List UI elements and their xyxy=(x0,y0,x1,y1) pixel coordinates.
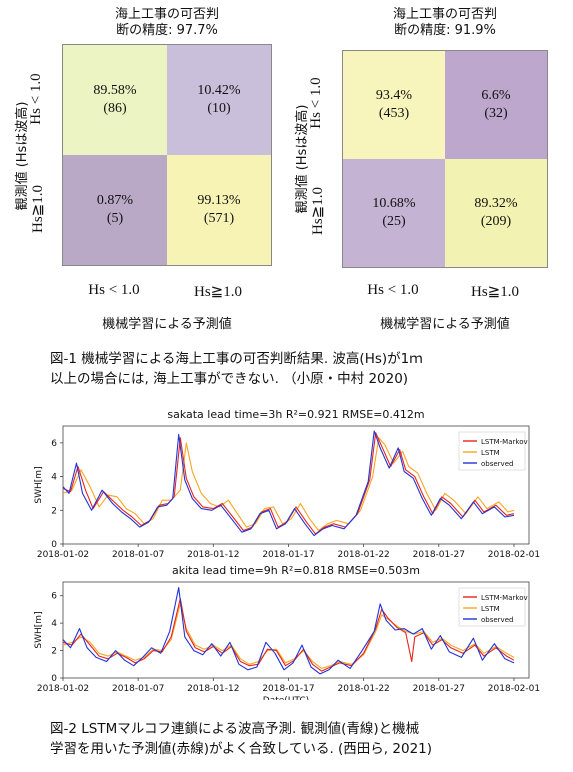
cm2-ylabel: 観測値 (Hsは波高) xyxy=(295,104,310,214)
cm1-cell-00: 89.58% (86) xyxy=(63,45,167,155)
cm1-cell-00-count: (86) xyxy=(103,101,127,116)
cm1-row-label-0: Hs < 1.0 xyxy=(28,73,44,125)
x-tick-label: 2018-01-22 xyxy=(337,550,389,560)
cm2-cell-10-count: (25) xyxy=(382,214,406,229)
x-axis-label: Date(UTC) xyxy=(263,696,309,700)
cm2-title: 海上工事の可否判 断の精度: 91.9% xyxy=(342,7,548,39)
cm1-cell-01-count: (10) xyxy=(207,101,231,116)
y-tick-label: 2 xyxy=(51,647,57,657)
cm1-col-label-1: Hs≧1.0 xyxy=(194,284,242,300)
cm1-title-line1: 海上工事の可否判 xyxy=(114,7,219,22)
cm2-col-label-1: Hs≧1.0 xyxy=(471,284,519,300)
line-chart-0: sakata lead time=3h R²=0.921 RMSE=0.412m… xyxy=(34,408,540,560)
cm2-cell-01-count: (32) xyxy=(484,106,508,121)
cm1-col-label-0: Hs < 1.0 xyxy=(88,282,140,298)
y-axis-label: SWH[m] xyxy=(34,611,44,648)
x-tick-label: 2018-01-12 xyxy=(187,550,239,560)
x-tick-label: 2018-01-17 xyxy=(262,684,314,694)
cm2-grid: 93.4% (453) 6.6% (32) 10.68% (25) 89.32%… xyxy=(342,50,548,268)
cm2-cell-00-count: (453) xyxy=(378,106,410,121)
legend-label: observed xyxy=(481,616,513,624)
cm1-ylabel: 観測値 (Hsは波高) xyxy=(15,101,30,211)
cm1-cell-11-pct: 99.13% xyxy=(197,193,241,208)
series-line-observed xyxy=(62,586,515,675)
legend-label: LSTM xyxy=(481,449,500,457)
cm2-cell-11-count: (209) xyxy=(480,214,512,229)
x-tick-label: 2018-01-12 xyxy=(187,684,239,694)
fig1-caption-line1: 図-1 機械学習による海上工事の可否判断結果. 波高(Hs)が1ｍ xyxy=(50,351,423,367)
legend-label: LSTM-Markov xyxy=(481,438,528,446)
series-line-observed xyxy=(62,430,515,537)
cm2-row-label-1: Hs≧1.0 xyxy=(310,187,326,235)
cm1-cell-01-pct: 10.42% xyxy=(197,83,241,98)
x-tick-label: 2018-01-22 xyxy=(337,684,389,694)
legend-label: observed xyxy=(481,460,513,468)
x-tick-label: 2018-02-01 xyxy=(488,684,540,694)
chart-title: akita lead time=9h R²=0.818 RMSE=0.503m xyxy=(172,564,420,577)
y-tick-label: 4 xyxy=(51,619,57,629)
fig2-caption: 図-2 LSTMマルコフ連鎖による波高予測. 観測値(青線)と機械 学習を用いた… xyxy=(50,719,570,759)
line-chart-1: akita lead time=9h R²=0.818 RMSE=0.503m 0… xyxy=(34,564,540,700)
x-tick-label: 2018-02-01 xyxy=(488,550,540,560)
y-tick-label: 0 xyxy=(51,540,57,550)
cm2-cell-10: 10.68% (25) xyxy=(343,159,445,267)
x-tick-label: 2018-01-17 xyxy=(262,550,314,560)
series-line-lstm xyxy=(62,437,515,532)
cm2-cell-01: 6.6% (32) xyxy=(445,51,547,159)
y-tick-label: 6 xyxy=(51,592,57,602)
legend-label: LSTM xyxy=(481,605,500,613)
fig2-caption-line2: 学習を用いた予測値(赤線)がよく合致している. (西田ら, 2021) xyxy=(50,741,433,757)
cm2-title-line2: 断の精度: 91.9% xyxy=(394,23,496,38)
cm1-cell-10: 0.87% (5) xyxy=(63,155,167,265)
x-tick-label: 2018-01-02 xyxy=(37,684,89,694)
x-tick-label: 2018-01-07 xyxy=(112,684,164,694)
y-tick-label: 0 xyxy=(51,674,57,684)
cm2-cell-01-pct: 6.6% xyxy=(481,88,511,103)
cm2-cell-00: 93.4% (453) xyxy=(343,51,445,159)
cm1-cell-01: 10.42% (10) xyxy=(167,45,271,155)
cm1-grid: 89.58% (86) 10.42% (10) 0.87% (5) 99.13%… xyxy=(62,44,272,266)
cm2-cell-11: 89.32% (209) xyxy=(445,159,547,267)
cm2-cell-11-pct: 89.32% xyxy=(474,196,518,211)
cm2-cell-00-pct: 93.4% xyxy=(375,88,413,103)
cm2-col-label-0: Hs < 1.0 xyxy=(367,282,419,298)
x-tick-label: 2018-01-27 xyxy=(413,684,465,694)
cm1-cell-11-count: (571) xyxy=(203,211,235,226)
cm1-row-label-1: Hs≧1.0 xyxy=(30,185,46,233)
fig1-caption: 図-1 機械学習による海上工事の可否判断結果. 波高(Hs)が1ｍ 以上の場合に… xyxy=(50,349,570,389)
y-tick-label: 6 xyxy=(51,439,57,449)
fig2-caption-line1: 図-2 LSTMマルコフ連鎖による波高予測. 観測値(青線)と機械 xyxy=(50,721,420,737)
x-tick-label: 2018-01-07 xyxy=(112,550,164,560)
fig1-caption-line2: 以上の場合には, 海上工事ができない. （小原・中村 2020) xyxy=(50,371,409,387)
cm1-title-line2: 断の精度: 97.7% xyxy=(116,23,218,38)
cm2-title-line1: 海上工事の可否判 xyxy=(392,7,497,22)
legend-label: LSTM-Markov xyxy=(481,594,528,602)
line-charts: sakata lead time=3h R²=0.921 RMSE=0.412m… xyxy=(34,408,540,700)
plot-frame xyxy=(62,581,530,679)
y-tick-label: 4 xyxy=(51,473,57,483)
series-line-lstm xyxy=(62,603,515,669)
x-tick-label: 2018-01-02 xyxy=(37,550,89,560)
cm1-title: 海上工事の可否判 断の精度: 97.7% xyxy=(62,7,272,39)
chart-title: sakata lead time=3h R²=0.921 RMSE=0.412m xyxy=(167,408,424,421)
cm2-row-label-0: Hs < 1.0 xyxy=(308,77,324,129)
cm1-cell-10-count: (5) xyxy=(106,211,124,226)
series-line-lstm-markov xyxy=(62,432,515,535)
x-tick-label: 2018-01-27 xyxy=(413,550,465,560)
cm1-xlabel: 機械学習による予測値 xyxy=(102,317,232,332)
y-tick-label: 2 xyxy=(51,506,57,516)
cm2-xlabel: 機械学習による予測値 xyxy=(380,317,510,332)
cm2-cell-10-pct: 10.68% xyxy=(372,196,416,211)
cm1-cell-00-pct: 89.58% xyxy=(93,83,137,98)
cm1-cell-10-pct: 0.87% xyxy=(96,193,134,208)
y-axis-label: SWH[m] xyxy=(34,466,44,503)
cm1-cell-11: 99.13% (571) xyxy=(167,155,271,265)
